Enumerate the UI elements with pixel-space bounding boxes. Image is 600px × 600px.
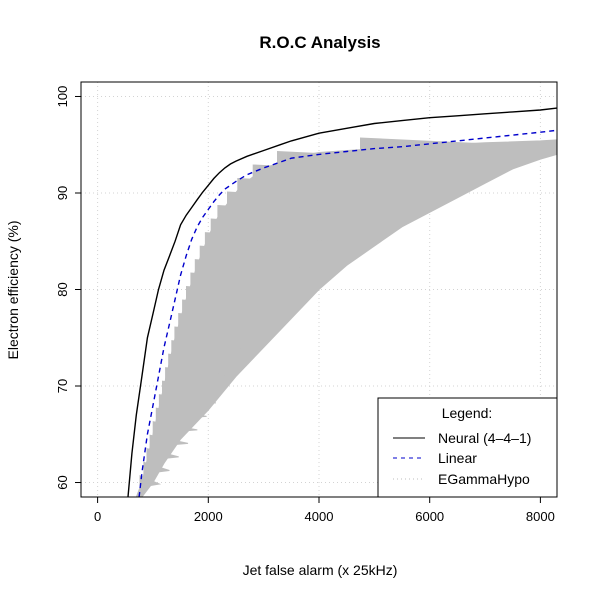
y-axis-label: Electron efficiency (%) [5,220,21,359]
x-tick-label-2: 4000 [305,509,334,524]
egamma-striation [171,340,254,353]
x-tick-label-0: 0 [94,509,101,524]
legend-entry-linear: Linear [438,450,477,466]
egamma-striation [165,367,235,380]
egamma-striation [237,177,394,191]
egamma-striation [158,394,216,407]
egamma-striation [143,461,170,475]
y-tick-label-0: 60 [55,475,70,489]
y-tick-label-1: 70 [55,379,70,393]
legend-entry-egamma: EGammaHypo [438,471,530,487]
egamma-striation [217,204,362,218]
egamma-striation [252,164,416,178]
egamma-striation [146,448,179,461]
egamma-striation [182,299,283,313]
legend-title: Legend: [442,405,493,421]
x-tick-label-4: 8000 [526,509,555,524]
egamma-striation [139,475,162,488]
x-axis-label: Jet false alarm (x 25kHz) [243,562,398,578]
egamma-striation [199,245,325,259]
legend-entry-neural: Neural (4–4–1) [438,430,531,446]
y-tick-label-2: 80 [55,282,70,296]
chart-title: R.O.C Analysis [259,33,380,52]
egamma-band [135,137,557,497]
series-lines [127,107,557,497]
egamma-striation [360,137,535,151]
egamma-striation [190,272,304,286]
egamma-striation [155,407,207,421]
egamma-striation [149,434,189,448]
egamma-striation [204,232,337,245]
x-tick-label-3: 6000 [415,509,444,524]
egamma-striation [227,191,378,205]
y-tick-label-4: 100 [55,86,70,108]
x-tick-label-1: 2000 [194,509,223,524]
axes: 0 2000 4000 6000 8000 60 70 80 90 100 [55,81,558,524]
egamma-striation [210,218,349,232]
series-line-neural [127,107,557,497]
egamma-striation [152,421,198,434]
y-tick-label-3: 90 [55,186,70,200]
egamma-striation [178,313,273,326]
egamma-striation [186,286,293,299]
egamma-striation [162,380,226,394]
legend-box [377,397,558,498]
egamma-striation [168,353,244,367]
legend: Legend: Neural (4–4–1) Linear EGammaHypo [377,397,558,498]
egamma-striation [194,259,314,272]
egamma-striation [174,326,263,340]
